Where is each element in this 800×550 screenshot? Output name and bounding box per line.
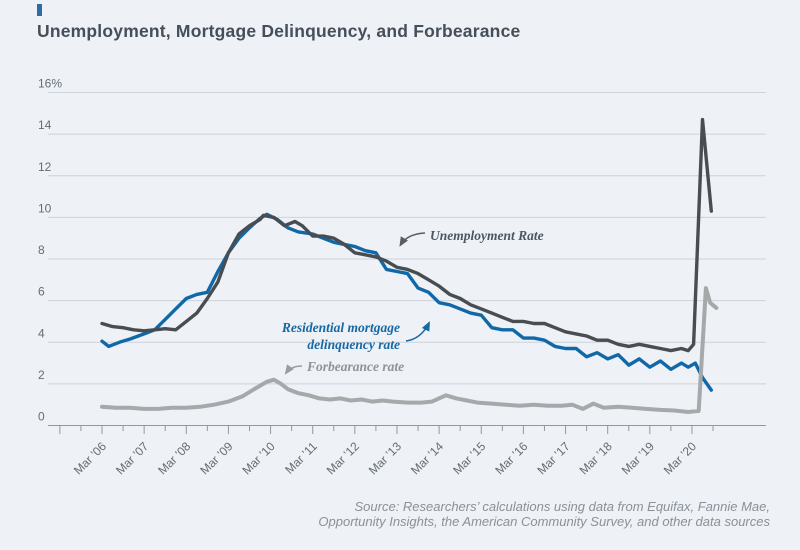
x-tick-label: Mar ’20	[661, 439, 699, 477]
x-tick-label: Mar ’08	[155, 439, 193, 477]
series-line-unemployment-rate	[100, 117, 713, 353]
x-tick-label: Mar ’15	[450, 439, 488, 477]
x-tick-label: Mar ’06	[71, 439, 109, 477]
gridlines	[48, 92, 766, 426]
y-tick-label: 16%	[38, 77, 62, 91]
annotation-unemployment-rate: Unemployment Rate	[430, 228, 544, 243]
x-tick-label: Mar ’19	[619, 439, 657, 477]
y-tick-label: 8	[38, 243, 45, 257]
x-tick-label: Mar ’13	[366, 439, 404, 477]
source-note: Source: Researchers’ calculations using …	[210, 499, 770, 530]
y-axis-labels: 0 2 4 6 8 10 12 14 16%	[38, 77, 62, 424]
x-tick-label: Mar ’07	[113, 439, 151, 477]
annotation-arrow-delinquency	[405, 321, 430, 342]
x-axis-labels: Mar ’06 Mar ’07 Mar ’08 Mar ’09 Mar ’10 Mar ’…	[71, 439, 699, 477]
x-tick-label: Mar ’18	[577, 439, 615, 477]
y-tick-label: 4	[38, 326, 45, 340]
y-tick-label: 14	[38, 118, 52, 132]
source-note-line2: Opportunity Insights, the American Commu…	[318, 514, 770, 530]
y-tick-label: 2	[38, 368, 45, 382]
annotation-delinquency-line2: delinquency rate	[307, 337, 400, 352]
y-tick-label: 6	[38, 285, 45, 299]
x-tick-label: Mar ’09	[197, 439, 235, 477]
accent-bar	[37, 4, 42, 16]
annotation-delinquency-line1: Residential mortgage	[281, 320, 400, 335]
annotations: Unemployment Rate Residential mortgage d…	[281, 228, 544, 375]
x-tick-label: Mar ’10	[239, 439, 277, 477]
x-tick-label: Mar ’16	[492, 439, 530, 477]
page-title: Unemployment, Mortgage Delinquency, and …	[37, 21, 521, 41]
annotation-arrow-forbearance	[284, 364, 303, 375]
y-tick-label: 0	[38, 410, 45, 424]
y-tick-label: 12	[38, 160, 52, 174]
x-tick-label: Mar ’17	[534, 439, 572, 477]
annotation-arrow-unemployment	[399, 232, 426, 247]
series-line-residential-mortgage-delinquency-rate	[100, 212, 713, 392]
annotation-forbearance-rate: Forbearance rate	[306, 359, 404, 374]
x-tick-label: Mar ’14	[408, 439, 446, 477]
data-series	[100, 117, 719, 414]
x-tick-label: Mar ’11	[282, 439, 320, 477]
y-tick-label: 10	[38, 201, 52, 215]
x-axis	[59, 426, 714, 434]
x-tick-label: Mar ’12	[324, 439, 362, 477]
series-line-forbearance-rate	[100, 286, 719, 414]
source-note-line1: Source: Researchers’ calculations using …	[354, 499, 771, 514]
